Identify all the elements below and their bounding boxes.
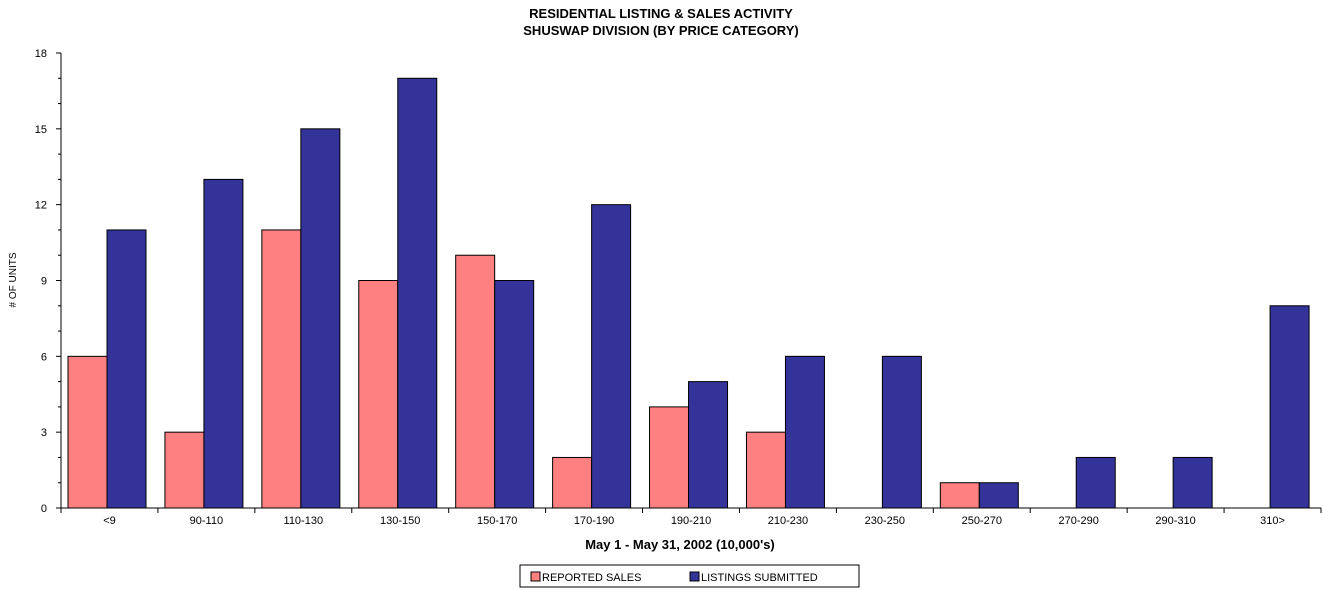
y-tick-label: 18 — [35, 48, 47, 60]
bar-listings-submitted — [106, 229, 147, 509]
bar-listings-submitted — [1075, 456, 1116, 509]
x-tick-label: 230-250 — [865, 515, 905, 527]
legend-label-listings-submitted: LISTINGS SUBMITTED — [701, 572, 818, 584]
x-tick-label: 150-170 — [477, 515, 517, 527]
x-tick-label: 290-310 — [1155, 515, 1195, 527]
bar-listings-submitted — [784, 355, 825, 509]
x-tick-label: 310> — [1260, 515, 1285, 527]
bars-group — [67, 77, 1310, 509]
chart-title: RESIDENTIAL LISTING & SALES ACTIVITY — [529, 6, 793, 21]
bar-listings-submitted — [1269, 305, 1310, 509]
bar-listings-submitted — [397, 77, 438, 509]
x-tick-label: 270-290 — [1059, 515, 1099, 527]
legend-label-reported-sales: REPORTED SALES — [542, 572, 641, 584]
x-axis-ticks: <9 90-110 110-130 130-150 150-170 170-190 190-… — [60, 508, 1322, 527]
y-axis-ticks: 0 3 6 9 12 15 18 — [35, 48, 61, 515]
x-axis-label: May 1 - May 31, 2002 (10,000's) — [585, 537, 775, 552]
x-tick-label: 130-150 — [380, 515, 420, 527]
bar-listings-submitted — [978, 482, 1019, 509]
legend: REPORTED SALES LISTINGS SUBMITTED — [519, 564, 860, 588]
bar-listings-submitted — [591, 204, 632, 509]
y-tick-label: 12 — [35, 200, 47, 212]
y-tick-label: 3 — [41, 427, 47, 439]
bar-reported-sales — [649, 406, 690, 509]
bar-reported-sales — [164, 431, 205, 509]
bar-reported-sales — [455, 254, 496, 509]
bar-listings-submitted — [688, 381, 729, 509]
bar-reported-sales — [67, 355, 108, 509]
chart-subtitle: SHUSWAP DIVISION (BY PRICE CATEGORY) — [523, 23, 798, 38]
bar-listings-submitted — [203, 178, 244, 509]
x-tick-label: 110-130 — [284, 515, 324, 527]
x-tick-label: 210-230 — [768, 515, 808, 527]
x-tick-label: 90-110 — [190, 515, 223, 527]
legend-swatch-listings-submitted — [689, 571, 700, 582]
y-tick-label: 9 — [41, 276, 47, 288]
x-tick-label: 190-210 — [671, 515, 711, 527]
bar-listings-submitted — [300, 128, 341, 509]
x-tick-label: 250-270 — [962, 515, 1002, 527]
x-tick-label: <9 — [103, 515, 116, 527]
y-tick-label: 15 — [35, 124, 47, 136]
bar-reported-sales — [358, 280, 399, 509]
bar-listings-submitted — [494, 280, 535, 509]
bar-reported-sales — [745, 431, 786, 509]
legend-swatch-reported-sales — [530, 571, 541, 582]
bar-listings-submitted — [1172, 456, 1213, 509]
bar-reported-sales — [261, 229, 302, 509]
bar-listings-submitted — [881, 355, 922, 509]
bar-reported-sales — [939, 482, 980, 509]
y-tick-label: 0 — [41, 503, 47, 515]
x-tick-label: 170-190 — [574, 515, 614, 527]
y-axis-label: # OF UNITS — [8, 252, 19, 307]
y-tick-label: 6 — [41, 351, 47, 363]
bar-reported-sales — [552, 456, 593, 509]
